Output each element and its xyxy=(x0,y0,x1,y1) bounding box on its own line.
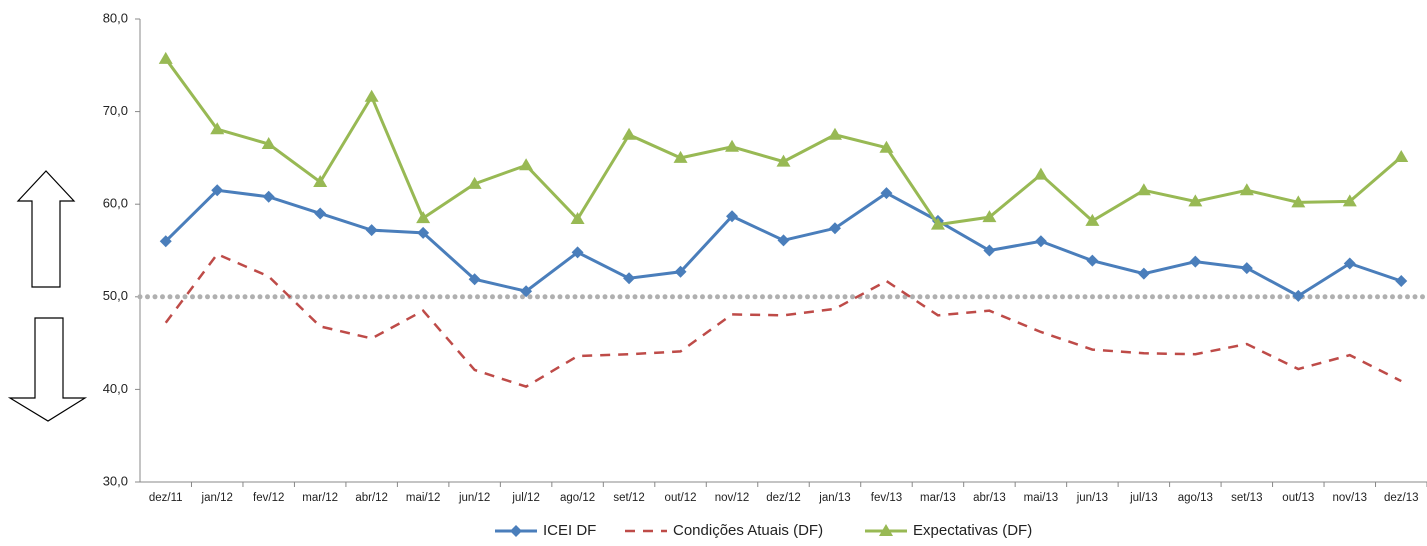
series-line xyxy=(164,252,1402,388)
triangle-marker xyxy=(313,174,328,187)
down-arrow xyxy=(7,317,88,422)
legend: ICEI DF Condições Atuais (DF) Expectativas… xyxy=(495,522,1032,539)
diamond-marker xyxy=(674,265,687,278)
triangle-marker xyxy=(570,212,585,225)
triangle-marker xyxy=(1033,167,1048,180)
triangle-marker xyxy=(930,217,945,230)
diamond-marker xyxy=(726,210,739,223)
triangle-marker xyxy=(982,210,997,223)
triangle-marker xyxy=(261,137,276,150)
triangle-marker xyxy=(879,524,893,536)
diamond-marker xyxy=(1240,262,1253,275)
series-line xyxy=(164,57,1403,227)
triangle-marker xyxy=(210,122,225,135)
triangle-marker xyxy=(467,176,482,189)
x-tick-label: mai/13 xyxy=(1024,492,1059,504)
x-tick-label: dez/12 xyxy=(766,492,801,504)
y-tick-label: 60,0 xyxy=(103,196,128,211)
diamond-marker xyxy=(571,246,584,259)
diamond-marker xyxy=(1292,289,1305,302)
x-tick-label: jun/12 xyxy=(458,492,490,504)
x-tick-label: mar/13 xyxy=(920,492,956,504)
legend-label: Condições Atuais (DF) xyxy=(673,522,823,539)
legend-label: Expectativas (DF) xyxy=(913,522,1032,539)
y-tick-label: 80,0 xyxy=(103,10,128,25)
diamond-marker xyxy=(365,224,378,237)
diamond-marker xyxy=(520,285,533,298)
triangle-marker xyxy=(827,127,842,140)
x-tick-label: jan/12 xyxy=(201,492,233,504)
x-tick-label: mar/12 xyxy=(302,492,338,504)
x-tick-label: abr/12 xyxy=(355,492,388,504)
triangle-marker xyxy=(1188,194,1203,207)
diamond-marker xyxy=(880,187,893,200)
diamond-marker xyxy=(262,190,275,203)
x-tick-label: mai/12 xyxy=(406,492,441,504)
triangle-marker xyxy=(1291,195,1306,208)
triangle-marker xyxy=(1342,194,1357,207)
diamond-marker xyxy=(510,525,522,537)
triangle-marker xyxy=(158,51,173,64)
diamond-marker xyxy=(468,273,481,286)
x-tick-label: jun/13 xyxy=(1076,492,1108,504)
triangle-marker xyxy=(1136,183,1151,196)
triangle-marker xyxy=(519,158,534,171)
x-tick-label: jan/13 xyxy=(818,492,850,504)
x-tick-label: abr/13 xyxy=(973,492,1006,504)
diamond-marker xyxy=(417,226,430,239)
x-tick-label: set/13 xyxy=(1231,492,1262,504)
triangle-marker xyxy=(1394,149,1409,162)
y-tick-label: 70,0 xyxy=(103,103,128,118)
x-tick-label: out/13 xyxy=(1282,492,1314,504)
diamond-marker xyxy=(1034,235,1047,248)
x-tick-label: dez/13 xyxy=(1384,492,1419,504)
triangle-marker xyxy=(879,140,894,153)
y-tick-label: 50,0 xyxy=(103,288,128,303)
diamond-marker xyxy=(777,234,790,247)
diamond-marker xyxy=(314,207,327,220)
x-tick-label: ago/13 xyxy=(1178,492,1213,504)
diamond-marker xyxy=(1086,254,1099,267)
triangle-marker xyxy=(622,127,637,140)
y-tick-label: 30,0 xyxy=(103,473,128,488)
x-tick-label: dez/11 xyxy=(149,492,183,504)
y-tick-label: 40,0 xyxy=(103,381,128,396)
triangle-marker xyxy=(416,211,431,224)
x-tick-label: set/12 xyxy=(613,492,644,504)
diamond-marker xyxy=(1343,257,1356,270)
x-tick-label: ago/12 xyxy=(560,492,595,504)
diamond-marker xyxy=(1189,255,1202,268)
triangle-marker xyxy=(673,150,688,163)
triangle-marker xyxy=(776,154,791,167)
x-tick-label: jul/12 xyxy=(511,492,540,504)
diamond-marker xyxy=(211,184,224,197)
x-tick-label: fev/13 xyxy=(871,492,902,504)
diamond-marker xyxy=(1395,275,1408,288)
x-tick-label: nov/13 xyxy=(1333,492,1368,504)
legend-label: ICEI DF xyxy=(543,522,596,539)
up-arrow xyxy=(16,170,76,288)
triangle-marker xyxy=(1239,183,1254,196)
diamond-marker xyxy=(828,222,841,235)
triangle-marker xyxy=(725,139,740,152)
diamond-marker xyxy=(159,235,172,248)
diamond-marker xyxy=(623,272,636,285)
x-tick-label: nov/12 xyxy=(715,492,750,504)
x-tick-label: fev/12 xyxy=(253,492,284,504)
triangle-marker xyxy=(1085,213,1100,226)
triangle-marker xyxy=(364,89,379,102)
x-tick-label: jul/13 xyxy=(1129,492,1158,504)
diamond-marker xyxy=(983,244,996,257)
diamond-marker xyxy=(1137,267,1150,280)
x-tick-label: out/12 xyxy=(665,492,697,504)
